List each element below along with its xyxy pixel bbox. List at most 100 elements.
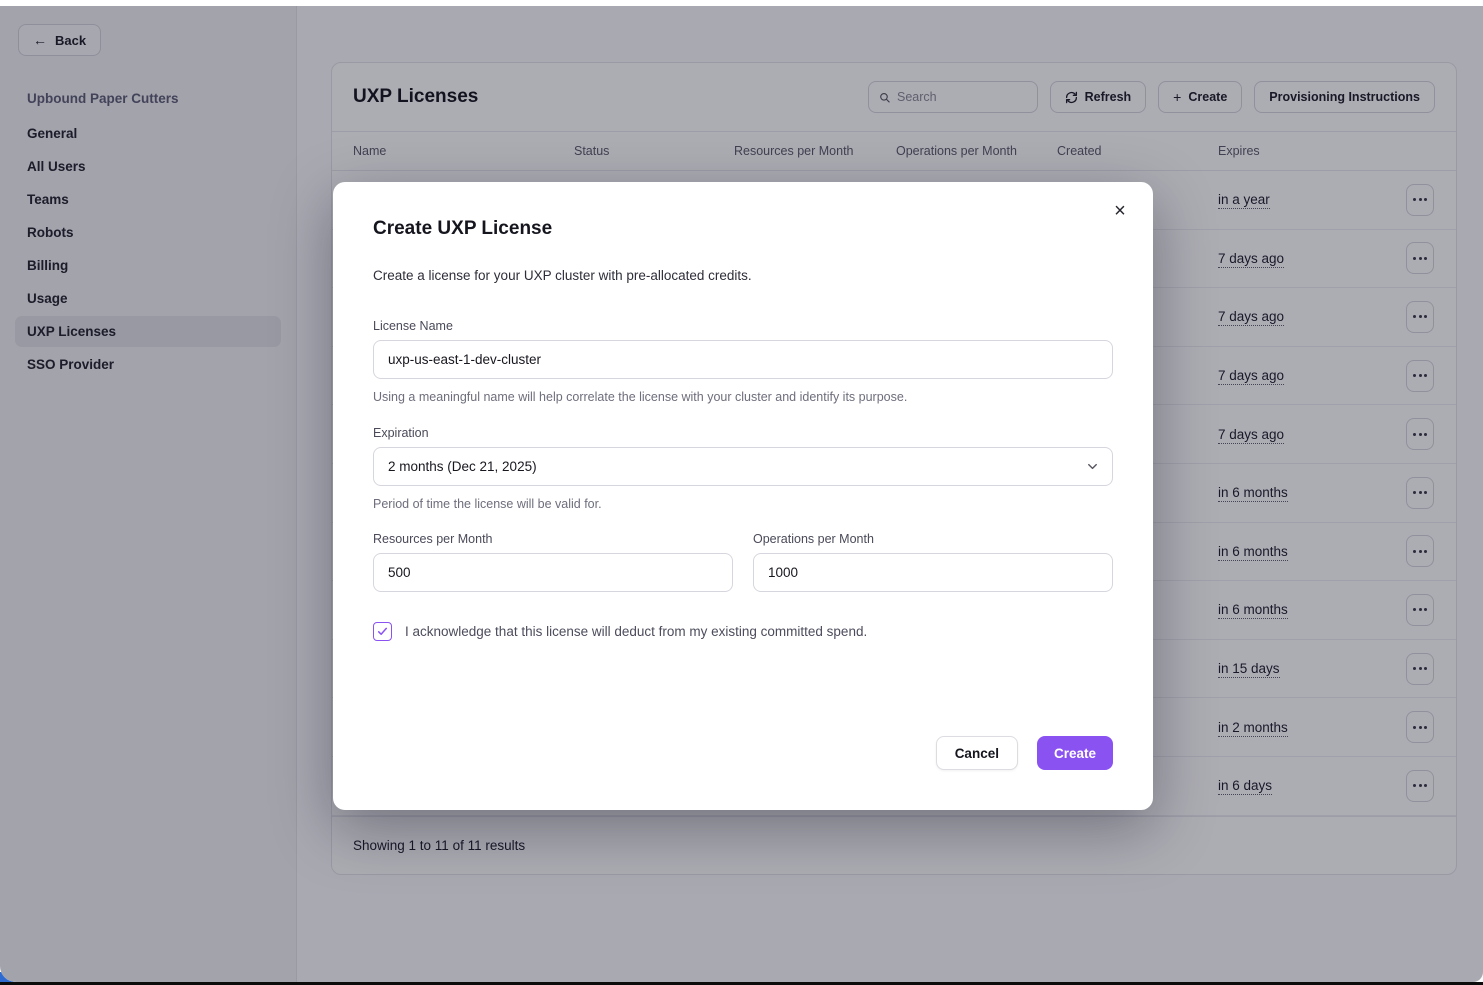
modal-backdrop-sidebar (0, 6, 297, 982)
ellipsis-icon (1413, 315, 1416, 319)
close-button[interactable]: × (1105, 196, 1135, 226)
sidebar-item-sso-provider[interactable]: SSO Provider (27, 357, 115, 372)
row-menu-button[interactable] (1406, 711, 1434, 744)
refresh-button-label: Refresh (1084, 90, 1132, 104)
ellipsis-icon (1413, 491, 1416, 495)
expiration-helper: Period of time the license will be valid… (373, 497, 602, 511)
operations-group: Operations per Month (753, 532, 1113, 592)
ellipsis-icon (1413, 198, 1416, 202)
column-header-resources: Resources per Month (734, 144, 854, 158)
expiration-select[interactable]: 2 months (Dec 21, 2025) (373, 447, 1113, 486)
column-header-operations: Operations per Month (896, 144, 1017, 158)
provisioning-instructions-button[interactable]: Provisioning Instructions (1254, 81, 1435, 113)
ellipsis-icon (1413, 549, 1416, 553)
expires-value: in 2 months (1218, 719, 1288, 737)
licenses-panel-header: UXP Licenses Refresh + Create (332, 63, 1456, 131)
cell-expires: in 15 days (1218, 661, 1378, 679)
column-header-name: Name (353, 144, 387, 158)
sidebar-item-all-users[interactable]: All Users (27, 159, 86, 174)
ellipsis-icon (1413, 784, 1416, 788)
row-menu-button[interactable] (1406, 593, 1434, 626)
row-menu-button[interactable] (1406, 476, 1434, 509)
license-name-group: License Name Using a meaningful name wil… (373, 319, 1113, 404)
cell-expires: 7 days ago (1218, 309, 1378, 327)
search-input[interactable] (897, 90, 1027, 104)
results-summary: Showing 1 to 11 of 11 results (332, 815, 1456, 874)
expires-value: in 6 months (1218, 485, 1288, 503)
create-uxp-license-modal: × Create UXP License Create a license fo… (333, 182, 1153, 810)
check-icon (377, 627, 388, 636)
back-arrow-icon: ← (33, 32, 47, 48)
cell-expires: in 2 months (1218, 719, 1378, 737)
create-button[interactable]: + Create (1158, 81, 1243, 113)
resources-group: Resources per Month (373, 532, 733, 592)
operations-input[interactable] (753, 553, 1113, 592)
row-menu-button[interactable] (1406, 769, 1434, 802)
resources-input[interactable] (373, 553, 733, 592)
expires-value: in 6 months (1218, 543, 1288, 561)
row-menu-button[interactable] (1406, 652, 1434, 685)
row-menu-button[interactable] (1406, 359, 1434, 392)
acknowledge-label: I acknowledge that this license will ded… (405, 624, 868, 639)
sidebar-item-robots[interactable]: Robots (27, 225, 74, 240)
cancel-button[interactable]: Cancel (935, 736, 1018, 770)
expires-value: in 6 months (1218, 602, 1288, 620)
license-name-helper: Using a meaningful name will help correl… (373, 390, 908, 404)
table-row: in 6 days (332, 757, 1456, 816)
page-title: UXP Licenses (353, 86, 479, 107)
license-name-label: License Name (373, 319, 453, 333)
cell-expires: in 6 months (1218, 485, 1378, 503)
sidebar-nav: Upbound Paper Cutters General All Users Te… (0, 82, 296, 380)
ellipsis-icon (1413, 374, 1416, 378)
sidebar-item-usage[interactable]: Usage (27, 291, 68, 306)
sidebar-item-uxp-licenses[interactable]: UXP Licenses (15, 316, 281, 347)
row-menu-button[interactable] (1406, 418, 1434, 451)
operations-label: Operations per Month (753, 532, 874, 546)
license-name-input[interactable] (373, 340, 1113, 379)
expiration-label: Expiration (373, 426, 429, 440)
cell-expires: in 6 months (1218, 602, 1378, 620)
plus-icon: + (1173, 89, 1182, 105)
refresh-button[interactable]: Refresh (1049, 81, 1147, 113)
row-menu-button[interactable] (1406, 183, 1434, 216)
expiration-selected-value: 2 months (Dec 21, 2025) (388, 459, 537, 474)
ellipsis-icon (1413, 432, 1416, 436)
expires-value: 7 days ago (1218, 368, 1285, 386)
acknowledge-checkbox[interactable] (373, 622, 392, 641)
panel-controls: Refresh + Create Provisioning Instructio… (867, 81, 1435, 113)
credits-row: Resources per Month Operations per Month (373, 532, 1113, 592)
cell-expires: in a year (1218, 192, 1378, 210)
sidebar-item-billing[interactable]: Billing (27, 258, 69, 273)
search-box (867, 81, 1038, 113)
expires-value: in a year (1218, 192, 1270, 210)
cell-expires: in 6 days (1218, 778, 1378, 796)
expires-value: 7 days ago (1218, 426, 1285, 444)
back-button-label: Back (55, 32, 87, 48)
sidebar-org-label: Upbound Paper Cutters (27, 91, 179, 106)
expires-value: in 6 days (1218, 778, 1273, 796)
refresh-icon (1065, 91, 1077, 103)
ellipsis-icon (1413, 256, 1416, 260)
back-button[interactable]: ← Back (18, 24, 102, 56)
sidebar: ← Back Upbound Paper Cutters General All … (0, 6, 297, 982)
create-submit-button[interactable]: Create (1036, 736, 1113, 770)
search-icon (879, 92, 890, 102)
row-menu-button[interactable] (1406, 300, 1434, 333)
row-menu-button[interactable] (1406, 535, 1434, 568)
close-icon: × (1114, 200, 1126, 222)
row-menu-button[interactable] (1406, 242, 1434, 275)
resources-label: Resources per Month (373, 532, 493, 546)
column-header-status: Status (574, 144, 610, 158)
expires-value: 7 days ago (1218, 309, 1285, 327)
cell-expires: 7 days ago (1218, 368, 1378, 386)
window-bottom-edge (0, 982, 1483, 985)
ellipsis-icon (1413, 725, 1416, 729)
modal-description: Create a license for your UXP cluster wi… (373, 268, 752, 283)
sidebar-item-teams[interactable]: Teams (27, 192, 69, 207)
expiration-select-wrap: 2 months (Dec 21, 2025) (373, 447, 1113, 486)
cell-expires: 7 days ago (1218, 426, 1378, 444)
modal-title: Create UXP License (373, 218, 553, 239)
expires-value: 7 days ago (1218, 250, 1285, 268)
sidebar-item-general[interactable]: General (27, 126, 78, 141)
